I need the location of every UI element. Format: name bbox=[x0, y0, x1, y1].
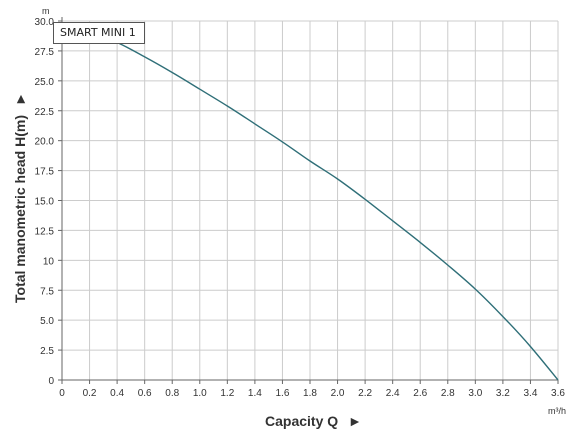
y-unit-label: m bbox=[42, 6, 50, 16]
y-tick-label: 5.0 bbox=[40, 316, 54, 327]
data-point bbox=[420, 242, 421, 243]
data-point bbox=[172, 72, 173, 73]
x-tick-label: 0.4 bbox=[110, 388, 124, 399]
data-point bbox=[557, 379, 558, 380]
data-point bbox=[144, 56, 145, 57]
x-tick-label: 2.0 bbox=[331, 388, 345, 399]
data-point bbox=[199, 89, 200, 90]
series-layer bbox=[61, 22, 559, 381]
x-tick-label: 2.4 bbox=[386, 388, 400, 399]
x-tick-label: 1.0 bbox=[193, 388, 207, 399]
y-axis-arrow: ► bbox=[12, 92, 28, 106]
y-tick-label: 15.0 bbox=[35, 197, 55, 208]
data-point bbox=[502, 316, 503, 317]
y-tick-labels: 0 2.5 5.0 7.5 10 12.5 15.0 17.5 20.0 22.5 25.0 27.5… bbox=[35, 17, 55, 387]
x-tick-label: 1.6 bbox=[275, 388, 289, 399]
y-tick-label: 20.0 bbox=[35, 137, 55, 148]
x-tick-label: 3.4 bbox=[523, 388, 537, 399]
grid bbox=[62, 20, 559, 380]
axes bbox=[58, 17, 559, 384]
data-point bbox=[309, 160, 310, 161]
x-tick-label: 2.2 bbox=[358, 388, 372, 399]
x-tick-label: 3.2 bbox=[496, 388, 510, 399]
y-tick-label: 22.5 bbox=[35, 107, 55, 118]
data-point bbox=[254, 123, 255, 124]
x-tick-label: 3.6 bbox=[551, 388, 565, 399]
x-tick-label: 0 bbox=[59, 388, 65, 399]
data-point bbox=[530, 346, 531, 347]
data-point bbox=[227, 105, 228, 106]
x-axis-title: Capacity Q bbox=[265, 413, 338, 429]
x-tick-label: 0.8 bbox=[165, 388, 179, 399]
x-tick-label: 0.6 bbox=[138, 388, 152, 399]
x-tick-label: 2.8 bbox=[441, 388, 455, 399]
data-point bbox=[475, 288, 476, 289]
y-tick-label: 30.0 bbox=[35, 17, 55, 28]
x-tick-label: 1.8 bbox=[303, 388, 317, 399]
x-axis-arrow: ► bbox=[348, 413, 362, 429]
y-tick-label: 10 bbox=[43, 256, 55, 267]
data-point bbox=[282, 141, 283, 142]
data-point bbox=[447, 265, 448, 266]
legend: SMART MINI 1 bbox=[53, 22, 145, 44]
x-tick-label: 0.2 bbox=[83, 388, 97, 399]
y-tick-label: 12.5 bbox=[35, 226, 55, 237]
y-tick-label: 17.5 bbox=[35, 167, 55, 178]
x-tick-label: 2.6 bbox=[413, 388, 427, 399]
series-line-0 bbox=[61, 22, 559, 381]
y-tick-label: 0 bbox=[48, 376, 54, 387]
x-unit-label: m³/h bbox=[548, 406, 566, 416]
y-axis-title: Total manometric head H(m) bbox=[12, 115, 28, 303]
y-tick-label: 25.0 bbox=[35, 77, 55, 88]
y-tick-label: 27.5 bbox=[35, 47, 55, 58]
x-tick-label: 1.2 bbox=[220, 388, 234, 399]
y-tick-label: 7.5 bbox=[40, 286, 54, 297]
data-point bbox=[365, 199, 366, 200]
x-tick-labels: 0 0.2 0.4 0.6 0.8 1.0 1.2 1.4 1.6 1.8 2.0 2.2 2.4 2.6… bbox=[59, 388, 565, 399]
data-point bbox=[392, 220, 393, 221]
data-point bbox=[337, 178, 338, 179]
y-tick-label: 2.5 bbox=[40, 346, 54, 357]
x-tick-label: 3.0 bbox=[468, 388, 482, 399]
legend-entry: SMART MINI 1 bbox=[60, 26, 136, 39]
x-tick-label: 1.4 bbox=[248, 388, 262, 399]
